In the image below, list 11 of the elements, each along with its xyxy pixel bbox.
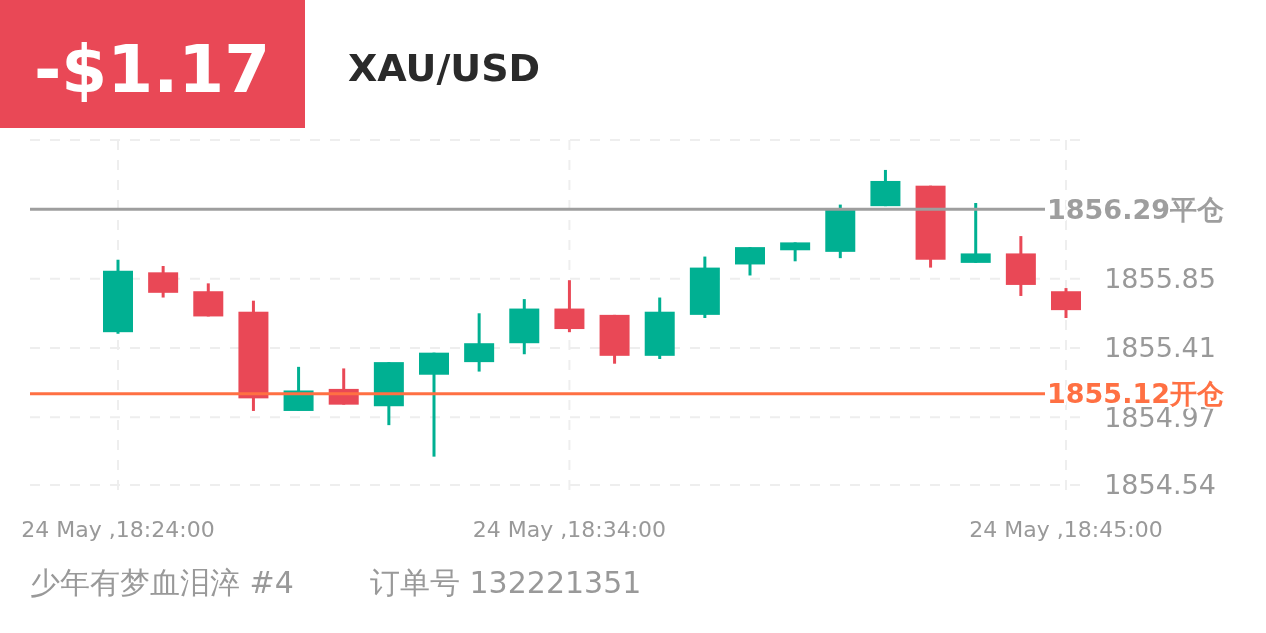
- y-tick-label: 1854.54: [1104, 469, 1216, 501]
- text: 订单号 132221351: [370, 565, 642, 600]
- x-tick-label: 24 May ,18:45:00: [969, 517, 1163, 542]
- text: 少年有梦血泪淬 #4: [30, 565, 294, 600]
- x-tick-label: 24 May ,18:24:00: [21, 517, 215, 542]
- y-tick-label: 1855.85: [1104, 263, 1216, 295]
- ref-line-label: 1856.29平仓: [1047, 193, 1224, 225]
- y-tick-label: 1855.41: [1104, 332, 1216, 364]
- chart-title: XAU/USD: [348, 46, 541, 90]
- x-tick-label: 24 May ,18:34:00: [472, 517, 667, 542]
- text: -$1.17: [33, 31, 271, 108]
